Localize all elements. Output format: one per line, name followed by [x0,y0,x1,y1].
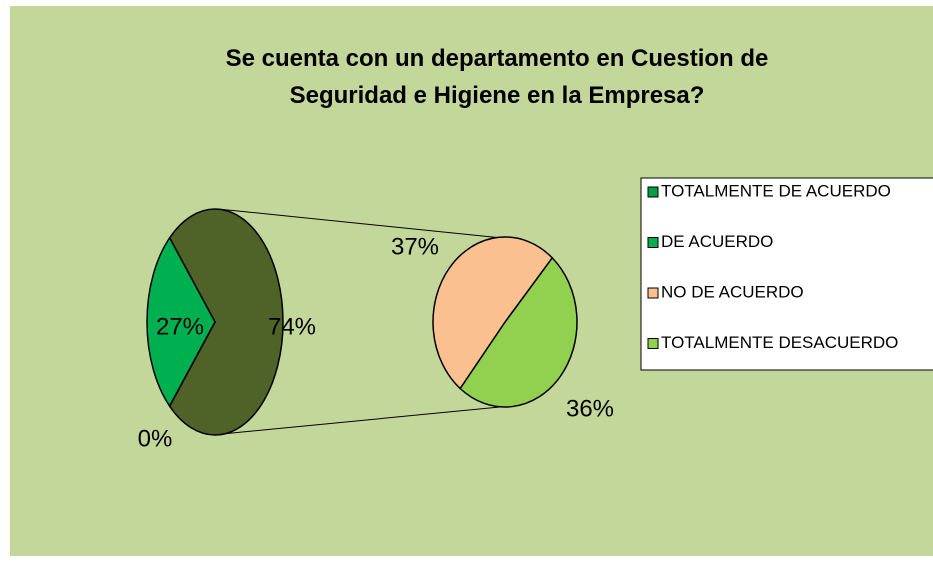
data-label: 27% [156,313,204,340]
chart-title: Se cuenta con un departamento en Cuestio… [226,45,769,109]
legend-swatch [647,237,659,248]
data-label: 37% [391,233,439,260]
pie-slice [459,256,578,408]
legend [640,177,933,371]
pie-slice [168,321,216,407]
data-label: 74% [268,313,316,340]
connector [221,405,511,435]
pie-slice [146,236,216,408]
pie-slice [432,236,554,390]
legend-label: TOTALMENTE DESACUERDO [661,333,898,352]
other-slice [168,208,284,436]
legend-label: TOTALMENTE DE ACUERDO [661,181,891,200]
data-label: 0% [138,425,173,452]
legend-swatch [647,338,659,349]
legend-swatch [647,186,659,198]
legend-swatch [647,287,659,299]
legend-label: DE ACUERDO [661,232,773,251]
legend-label: NO DE ACUERDO [661,282,804,301]
data-label: 36% [566,395,614,422]
connector [217,208,503,239]
